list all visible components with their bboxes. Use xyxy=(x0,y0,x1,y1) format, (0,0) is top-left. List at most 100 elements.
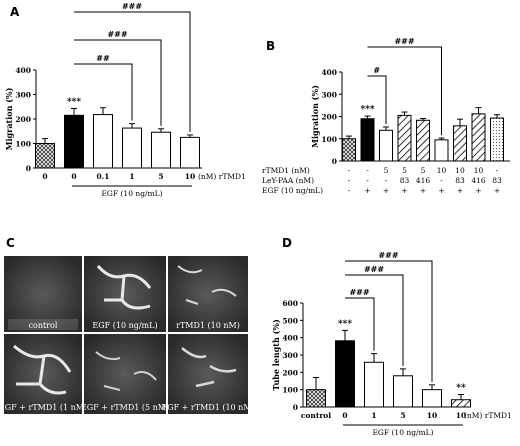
cell-clusters xyxy=(177,265,237,305)
y-tick-label: 300 xyxy=(282,351,298,360)
group-label: EGF (10 ng/mL) xyxy=(101,189,162,198)
comparison-bracket xyxy=(74,63,133,121)
bar xyxy=(180,136,200,169)
y-tick-label: 0 xyxy=(293,403,298,412)
x-tick-label: 1 xyxy=(371,411,376,420)
condition-value: 5 xyxy=(421,166,426,175)
y-axis-label: Migration (%) xyxy=(4,87,14,150)
comparison-bracket xyxy=(345,297,375,351)
condition-value: 83 xyxy=(400,176,410,185)
micrograph-image xyxy=(84,256,166,332)
y-tick-label: 0 xyxy=(332,157,337,166)
condition-value: 10 xyxy=(437,166,447,175)
y-tick-label: 400 xyxy=(321,68,337,77)
micrograph-label: EGF (10 ng/mL) xyxy=(92,321,157,330)
panel-letter-c: C xyxy=(6,236,15,250)
y-tick-label: 200 xyxy=(15,115,31,124)
micrograph-label: EGF + rTMD1 (1 nM) xyxy=(0,403,87,412)
y-tick-label: 400 xyxy=(15,66,31,75)
comparison-bracket xyxy=(367,46,442,136)
bar xyxy=(122,127,142,169)
bar xyxy=(393,375,413,408)
comparison-bracket xyxy=(367,75,387,124)
condition-value: 83 xyxy=(492,176,502,185)
micrograph-egf: EGF (10 ng/mL) xyxy=(84,256,166,332)
x-tick-label: 10 xyxy=(185,172,195,181)
comparison-bracket xyxy=(345,274,404,366)
y-tick-label: 100 xyxy=(282,386,298,395)
cell-clusters xyxy=(181,347,237,388)
y-tick-label: 600 xyxy=(282,299,298,308)
condition-value: 5 xyxy=(384,166,389,175)
condition-value: + xyxy=(420,186,426,195)
bar xyxy=(35,143,55,169)
condition-value: + xyxy=(475,186,481,195)
comparison-bracket xyxy=(345,260,433,382)
significance-stars: *** xyxy=(67,97,81,107)
cell-clusters xyxy=(95,351,157,391)
group-label: EGF (10 ng/mL) xyxy=(372,428,433,437)
condition-value: 10 xyxy=(474,166,484,175)
micrograph-label: control xyxy=(29,321,58,330)
condition-value: - xyxy=(348,176,351,185)
condition-value: + xyxy=(494,186,500,195)
bar xyxy=(471,113,486,162)
condition-value: - xyxy=(385,176,388,185)
bracket-label: ### xyxy=(107,29,127,39)
condition-value: + xyxy=(438,186,444,195)
y-tick-label: 200 xyxy=(282,368,298,377)
condition-value: 5 xyxy=(402,166,407,175)
bracket-label: ## xyxy=(96,53,110,63)
condition-row-label: rTMD1 (nM) xyxy=(262,166,310,175)
significance-stars: *** xyxy=(360,105,374,115)
x-tick-label: 5 xyxy=(158,172,163,181)
micrograph-rtmd1: rTMD1 (10 nM) xyxy=(168,256,248,332)
y-axis-label: Tube length (%) xyxy=(271,319,281,391)
condition-value: - xyxy=(440,176,443,185)
comparison-bracket xyxy=(74,11,191,132)
bar xyxy=(342,138,356,162)
bar xyxy=(306,389,326,408)
bracket-label: ### xyxy=(394,36,414,46)
condition-value: 10 xyxy=(455,166,465,175)
bar xyxy=(422,389,442,408)
condition-value: - xyxy=(348,166,351,175)
panel-letter-d: D xyxy=(282,236,292,250)
unit-label: (nM) rTMD1 xyxy=(198,172,246,181)
y-axis-label: Migration (%) xyxy=(310,85,320,148)
bar xyxy=(93,114,113,169)
condition-value: + xyxy=(364,186,370,195)
caption-backdrop xyxy=(8,319,78,330)
condition-value: - xyxy=(366,166,369,175)
tube-network xyxy=(96,264,152,310)
panel-letter-b: B xyxy=(266,39,275,53)
bar xyxy=(360,118,375,162)
bar xyxy=(397,114,412,162)
bracket-label: # xyxy=(373,65,380,75)
panel-letter-a: A xyxy=(10,5,20,19)
bar xyxy=(364,361,384,408)
condition-value: + xyxy=(383,186,389,195)
condition-value: - xyxy=(496,166,499,175)
micrograph-image xyxy=(84,334,166,414)
bracket-label: ### xyxy=(122,1,142,11)
bar xyxy=(151,131,171,169)
bar xyxy=(490,117,504,162)
condition-value: - xyxy=(366,176,369,185)
y-tick-label: 300 xyxy=(15,91,31,100)
y-tick-label: 400 xyxy=(282,334,298,343)
x-tick-label: 0 xyxy=(71,172,76,181)
bracket-label: ### xyxy=(378,250,398,260)
bar xyxy=(64,114,84,169)
y-tick-label: 300 xyxy=(321,90,337,99)
x-tick-label: 10 xyxy=(456,411,466,420)
micrograph-egf-rtmd1-10: EGF + rTMD1 (10 nM) xyxy=(161,334,255,414)
x-tick-label: control xyxy=(301,411,331,420)
bar xyxy=(453,125,467,162)
micrograph-label: rTMD1 (10 nM) xyxy=(176,321,240,330)
micrograph-image xyxy=(4,256,82,332)
